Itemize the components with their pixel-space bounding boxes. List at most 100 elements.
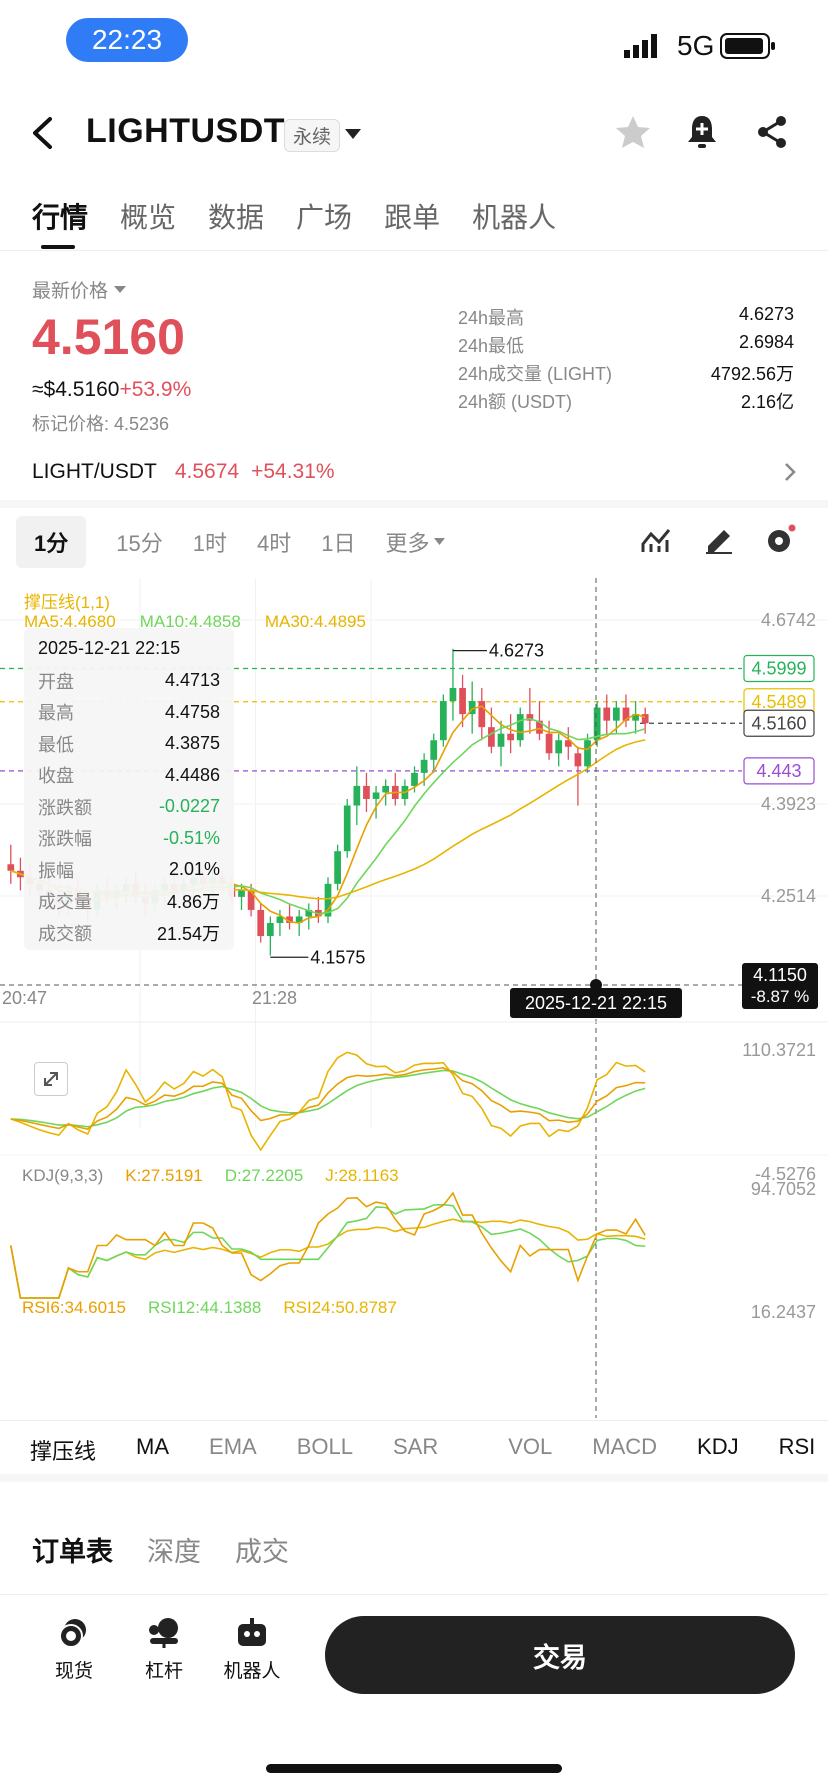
nav-margin[interactable]: 杠杆 — [138, 1616, 190, 1683]
favorite-star-icon[interactable] — [614, 114, 652, 155]
candle-body — [295, 916, 303, 923]
tab-trades[interactable]: 成交 — [235, 1537, 289, 1567]
signal-icon — [624, 34, 664, 63]
indicator-settings-icon[interactable] — [641, 526, 671, 559]
tab-depth[interactable]: 深度 — [147, 1537, 201, 1567]
rsi12-line — [10, 1203, 646, 1299]
info-high: 最高 4.4758 — [38, 701, 220, 724]
period-1m[interactable]: 1分 — [16, 516, 87, 568]
candle-body — [7, 864, 15, 871]
candle-body — [439, 701, 447, 741]
price-tag-box — [743, 654, 815, 683]
candle-body — [305, 909, 313, 917]
candle-body — [247, 890, 255, 910]
spot-pair-row[interactable]: LIGHT/USDT 4.5674 +54.31% — [32, 460, 796, 484]
nav-bot[interactable]: 机器人 — [220, 1616, 284, 1683]
candle-body — [372, 792, 380, 799]
price-tag-label: 4.5160 — [751, 713, 806, 733]
symbol-dropdown-icon[interactable] — [345, 128, 361, 146]
price-alert-icon[interactable] — [686, 113, 718, 156]
tab-data[interactable]: 数据 — [208, 202, 265, 233]
ind-sar[interactable]: SAR — [392, 1434, 439, 1459]
spot-price: 4.5674 — [174, 460, 240, 483]
candle-body — [420, 759, 428, 773]
ind-kdj[interactable]: KDJ — [697, 1434, 739, 1459]
network-type: 5G — [677, 30, 715, 61]
period-bar: 1分 15分 1时 4时 1日 更多 — [16, 516, 445, 568]
tab-orderbook[interactable]: 订单表 — [32, 1537, 113, 1567]
candle-body — [478, 701, 486, 728]
sr-legend: 撑压线(1,1) — [24, 593, 110, 612]
last-price: 4.5160 — [32, 309, 185, 365]
candle-body — [430, 740, 438, 760]
candle-body — [286, 916, 293, 923]
usd-price-line: ≈$4.5160+53.9% — [32, 378, 191, 402]
y-axis-label: 4.6742 — [761, 610, 816, 630]
price-tag-label: 4.443 — [756, 761, 801, 781]
kdj-axis-bottom: -4.5276 — [755, 1164, 816, 1184]
tab-market[interactable]: 行情 — [32, 202, 89, 233]
candle-body — [622, 707, 630, 721]
ind-ema[interactable]: EMA — [209, 1434, 257, 1459]
share-icon[interactable] — [756, 115, 788, 154]
period-1h[interactable]: 1时 — [192, 531, 227, 556]
candle-body — [324, 883, 332, 917]
candle-body — [382, 785, 390, 793]
spot-change: +54.31% — [251, 460, 335, 483]
candle-body — [641, 714, 649, 724]
kline-chart[interactable]: 4.6742 4.3923 4.2514 4.5999 4.5489 4.5160 4.44… — [0, 578, 828, 1418]
kdj-legend: KDJ(9,3,3) K:27.5191 D:27.2205 J:28.1163 — [22, 1166, 399, 1185]
info-date: 2025-12-21 22:15 — [38, 638, 181, 658]
candle-body — [488, 727, 495, 747]
ind-macd[interactable]: MACD — [592, 1434, 658, 1459]
candle-body — [459, 688, 466, 715]
candle-body — [632, 714, 639, 721]
ind-sr[interactable]: 撑压线 — [30, 1439, 97, 1464]
nav-spot[interactable]: 现货 — [48, 1616, 100, 1683]
stat-volume: 24h成交量 (LIGHT) 4792.56万 — [458, 364, 794, 384]
back-icon[interactable] — [30, 116, 54, 155]
low-marker-label: 4.1575 — [310, 947, 365, 967]
rsi-legend: RSI6:34.6015 RSI12:44.1388 RSI24:50.8787 — [22, 1298, 397, 1317]
spot-icon — [59, 1619, 86, 1648]
price-tag-box — [743, 709, 815, 737]
ind-boll[interactable]: BOLL — [296, 1434, 353, 1459]
tab-bot[interactable]: 机器人 — [472, 202, 557, 233]
cursor-price: 4.1150 — [753, 965, 807, 985]
cursor-price-box — [742, 963, 818, 1009]
kdj-j-line — [10, 1051, 646, 1152]
tab-square[interactable]: 广场 — [296, 202, 353, 233]
home-indicator — [266, 1764, 562, 1773]
x-axis-label: 20:47 — [2, 988, 47, 1008]
candle-body — [555, 740, 563, 754]
ind-ma[interactable]: MA — [136, 1434, 170, 1459]
tab-overview[interactable]: 概览 — [120, 202, 177, 233]
cursor-date: 2025-12-21 22:15 — [525, 993, 667, 1013]
expand-icon — [44, 1072, 58, 1086]
candle-body — [257, 909, 265, 937]
tab-copy-trade[interactable]: 跟单 — [384, 202, 441, 233]
last-price-selector[interactable]: 最新价格 — [32, 276, 127, 303]
trade-button[interactable]: 交易 — [325, 1616, 795, 1694]
high-marker-label: 4.6273 — [489, 641, 544, 661]
change-pct: +53.9% — [119, 378, 192, 401]
contract-type-badge: 永续 — [284, 119, 341, 152]
ma5-legend: MA5:4.4680 — [24, 612, 116, 631]
period-1d[interactable]: 1日 — [321, 531, 356, 556]
rsi-axis-top: 94.7052 — [751, 1179, 816, 1199]
info-turnover: 成交额 21.54万 — [38, 923, 220, 944]
stat-high: 24h最高 4.6273 — [458, 304, 794, 328]
chart-settings-icon[interactable] — [764, 524, 796, 561]
fullscreen-button[interactable] — [34, 1062, 68, 1096]
price-tag-box — [743, 757, 815, 785]
draw-tool-icon[interactable] — [704, 526, 734, 559]
period-more[interactable]: 更多 — [385, 526, 445, 558]
robot-icon — [238, 1618, 266, 1646]
candle-body — [603, 707, 611, 721]
ind-vol[interactable]: VOL — [508, 1434, 553, 1459]
period-4h[interactable]: 4时 — [256, 531, 292, 556]
period-15m[interactable]: 15分 — [116, 531, 163, 556]
ind-rsi[interactable]: RSI — [778, 1434, 816, 1459]
y-axis-label: 4.2514 — [761, 886, 816, 906]
